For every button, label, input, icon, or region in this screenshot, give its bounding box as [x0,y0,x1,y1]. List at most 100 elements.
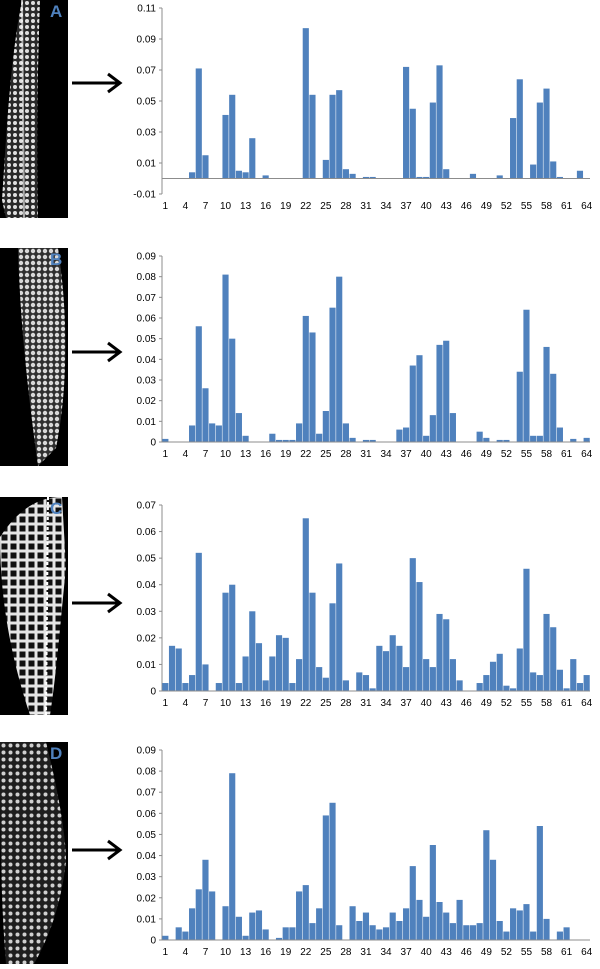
y-tick-label: 0 [150,438,156,449]
bar [536,102,543,179]
bar [282,439,289,442]
x-tick-label: 40 [421,449,433,460]
bar [576,683,584,691]
y-tick-label: 0.02 [137,893,157,904]
bar [456,680,463,691]
y-tick-label: 0.08 [137,767,157,778]
bar [309,923,316,940]
bar [249,138,256,179]
x-tick-label: 28 [340,449,352,460]
bar [336,563,343,691]
bar [282,637,289,691]
y-tick-label: 0.01 [137,417,157,428]
bar [436,344,443,442]
bar [556,176,563,179]
bar [469,925,477,940]
micrograph-c [0,497,68,715]
micrograph-b [0,248,68,466]
x-tick-label: 64 [581,947,593,958]
bar [162,935,169,940]
x-tick-label: 13 [240,947,252,958]
bar [409,365,416,442]
bar [436,65,443,179]
bar [409,558,416,691]
x-tick-label: 4 [183,698,189,709]
bar [550,373,557,442]
bar [336,276,343,442]
bar [436,902,443,940]
bar [362,176,370,179]
x-tick-label: 4 [183,449,189,460]
bar [195,68,202,179]
bar [316,433,323,442]
bar [382,927,390,940]
x-tick-label: 4 [183,947,189,958]
bar [336,90,343,179]
bar [262,929,269,940]
bar [409,866,416,940]
bar [229,584,236,691]
x-tick-label: 49 [481,947,493,958]
bar [282,927,289,940]
micrograph-image-b [18,248,66,466]
x-tick-label: 37 [401,201,413,212]
x-tick-label: 34 [380,947,392,958]
bar [556,427,563,442]
x-tick-label: 16 [260,201,272,212]
x-tick-label: 55 [521,947,533,958]
y-tick-label: 0.07 [137,293,157,304]
bar [242,172,249,179]
x-tick-label: 52 [501,449,513,460]
x-tick-label: 31 [360,201,372,212]
bar [369,925,376,940]
bar [510,908,517,940]
panel-a: A -0.01 0.01 0.03 0.05 0.07 0.09 0.11 1 4 7 10 13 16… [0,0,600,218]
panel-c: C 0 0.01 0.02 0.03 0.04 0.05 0.06 0.07 1 4 7 10 13 16… [0,497,600,715]
y-tick-label: 0.07 [137,66,157,77]
bar [483,675,490,691]
bar [356,921,363,940]
bar [456,899,463,940]
bar [342,169,349,179]
bar [376,929,383,940]
bar [483,437,490,442]
x-tick-label: 55 [521,449,533,460]
bar [503,931,510,940]
bar [416,355,423,442]
bar [249,611,256,691]
bar [255,643,263,691]
bar [162,438,169,442]
bar [436,613,443,691]
bar [503,439,510,442]
bar [309,94,316,179]
panel-letter: A [50,2,63,21]
bar [483,830,490,940]
bar [242,435,249,442]
bar [262,175,269,179]
bar [556,931,563,940]
bar [530,931,537,940]
y-tick-label: 0.08 [137,272,157,283]
bar [222,114,229,179]
bar [443,912,450,940]
x-tick-label: 64 [581,698,593,709]
y-tick-label: 0.05 [137,97,157,108]
x-tick-label: 16 [260,947,272,958]
bar [235,916,242,940]
x-tick-label: 40 [421,947,433,958]
bar [222,592,229,691]
y-tick-label: 0.01 [137,914,157,925]
micrograph-image-d [0,742,66,964]
bar [269,433,276,442]
x-tick-label: 31 [360,698,372,709]
bar [469,173,477,179]
bar [396,645,403,691]
bar [275,635,283,691]
bar [189,675,196,691]
bar [550,161,557,179]
bar [429,667,436,691]
x-tick-label: 52 [501,201,513,212]
x-tick-label: 49 [481,201,493,212]
bar [349,437,356,442]
bar [516,648,523,691]
